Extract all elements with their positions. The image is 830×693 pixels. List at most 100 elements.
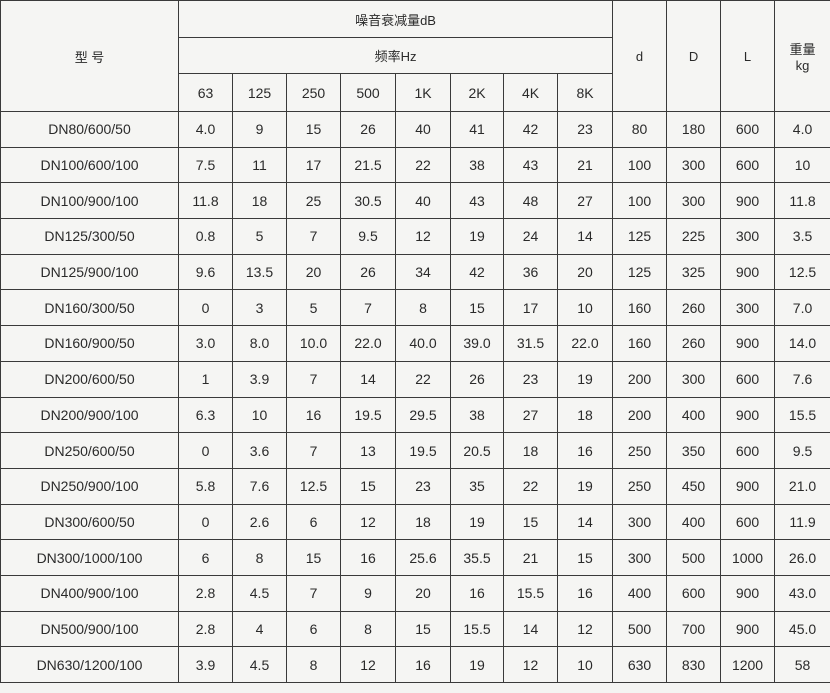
cell-f125: 18 <box>232 182 287 220</box>
cell-model: DN250/600/50 <box>0 432 179 469</box>
cell-f250: 5 <box>286 289 341 327</box>
header-D: D <box>666 0 722 112</box>
cell-d: 160 <box>612 325 668 362</box>
cell-f1k: 12 <box>395 218 451 255</box>
cell-model: DN250/900/100 <box>0 467 179 505</box>
cell-L: 900 <box>720 182 776 220</box>
cell-f4k: 15.5 <box>503 574 558 612</box>
cell-L: 600 <box>720 503 776 541</box>
cell-f250: 8 <box>286 646 341 683</box>
cell-L: 900 <box>720 325 776 362</box>
cell-f125: 8.0 <box>232 325 287 362</box>
cell-d: 100 <box>612 146 668 184</box>
cell-d: 200 <box>612 396 668 434</box>
cell-f1k: 25.6 <box>395 539 451 576</box>
cell-D: 500 <box>666 539 722 576</box>
cell-weight: 10 <box>774 146 830 184</box>
cell-f63: 3.9 <box>178 646 233 683</box>
table-row: DN80/600/50 4.0 9 15 26 40 41 42 23 80 180 600 4.0 <box>0 111 830 148</box>
cell-model: DN300/1000/100 <box>0 539 179 576</box>
cell-f250: 16 <box>286 396 341 434</box>
cell-f8k: 23 <box>556 111 614 148</box>
cell-f63: 4.0 <box>178 111 233 148</box>
cell-f2k: 39.0 <box>450 325 504 362</box>
cell-f8k: 19 <box>556 360 614 398</box>
cell-f4k: 18 <box>503 432 558 469</box>
cell-f63: 0 <box>178 503 233 541</box>
table-row: DN300/600/50 0 2.6 6 12 18 19 15 14 300 400 600 11.9 <box>0 503 830 541</box>
cell-d: 250 <box>612 432 668 469</box>
cell-f125: 8 <box>232 539 287 576</box>
header-frequency-4K: 4K <box>503 73 558 112</box>
cell-f125: 7.6 <box>232 467 287 505</box>
cell-L: 300 <box>720 289 776 327</box>
cell-model: DN200/600/50 <box>0 360 179 398</box>
cell-f2k: 35.5 <box>450 539 504 576</box>
cell-D: 260 <box>666 325 722 362</box>
cell-f1k: 23 <box>395 467 451 505</box>
cell-f8k: 15 <box>556 539 614 576</box>
cell-d: 500 <box>612 610 668 648</box>
cell-model: DN160/900/50 <box>0 325 179 362</box>
table-body: DN80/600/50 4.0 9 15 26 40 41 42 23 80 180 600 4.0 DN… <box>0 111 830 683</box>
cell-f250: 10.0 <box>286 325 341 362</box>
cell-f2k: 16 <box>450 574 504 612</box>
header-frequency-2K: 2K <box>450 73 504 112</box>
cell-weight: 45.0 <box>774 610 830 648</box>
cell-f250: 6 <box>286 503 341 541</box>
cell-f8k: 10 <box>556 289 614 327</box>
header-frequency-1K: 1K <box>395 73 451 112</box>
cell-weight: 4.0 <box>774 111 830 148</box>
header-L: L <box>720 0 776 112</box>
header-frequency-500: 500 <box>340 73 396 112</box>
cell-f125: 10 <box>232 396 287 434</box>
cell-f125: 13.5 <box>232 253 287 291</box>
cell-weight: 3.5 <box>774 218 830 255</box>
cell-f4k: 36 <box>503 253 558 291</box>
header-attenuation: 噪音衰减量dB <box>177 0 614 38</box>
cell-d: 400 <box>612 574 668 612</box>
cell-f4k: 22 <box>503 467 558 505</box>
cell-f2k: 38 <box>450 146 504 184</box>
cell-f500: 13 <box>340 432 396 469</box>
cell-f1k: 40 <box>395 182 451 220</box>
cell-f500: 19.5 <box>340 396 396 434</box>
table-row: DN300/1000/100 6 8 15 16 25.6 35.5 21 15 300 500 10… <box>0 539 830 576</box>
cell-f125: 9 <box>232 111 287 148</box>
cell-f125: 3 <box>232 289 287 327</box>
cell-f63: 7.5 <box>178 146 233 184</box>
frequency-header-row: 63 125 250 500 1K 2K 4K 8K <box>1 73 830 112</box>
cell-d: 300 <box>612 503 668 541</box>
cell-f125: 11 <box>232 146 287 184</box>
cell-f500: 26 <box>340 111 396 148</box>
cell-f500: 15 <box>340 467 396 505</box>
cell-L: 600 <box>720 146 776 184</box>
cell-f4k: 27 <box>503 396 558 434</box>
table-row: DN100/900/100 11.8 18 25 30.5 40 43 48 27 100 300 9… <box>0 182 830 220</box>
cell-f8k: 19 <box>556 467 614 505</box>
cell-weight: 7.0 <box>774 289 830 327</box>
cell-weight: 11.9 <box>774 503 830 541</box>
cell-model: DN500/900/100 <box>0 610 179 648</box>
cell-L: 600 <box>720 111 776 148</box>
cell-weight: 12.5 <box>774 253 830 291</box>
table-row: DN200/900/100 6.3 10 16 19.5 29.5 38 27 18 200 400… <box>0 396 830 434</box>
cell-f63: 6 <box>178 539 233 576</box>
cell-D: 830 <box>666 646 722 683</box>
cell-d: 300 <box>612 539 668 576</box>
cell-f8k: 27 <box>556 182 614 220</box>
cell-f2k: 15.5 <box>450 610 504 648</box>
cell-D: 400 <box>666 396 722 434</box>
cell-model: DN400/900/100 <box>0 574 179 612</box>
cell-f2k: 41 <box>450 111 504 148</box>
cell-model: DN125/900/100 <box>0 253 179 291</box>
cell-f500: 7 <box>340 289 396 327</box>
cell-D: 300 <box>666 146 722 184</box>
cell-f1k: 15 <box>395 610 451 648</box>
cell-f125: 4 <box>232 610 287 648</box>
cell-f8k: 18 <box>556 396 614 434</box>
cell-f125: 2.6 <box>232 503 287 541</box>
cell-f4k: 17 <box>503 289 558 327</box>
cell-f125: 4.5 <box>232 646 287 683</box>
